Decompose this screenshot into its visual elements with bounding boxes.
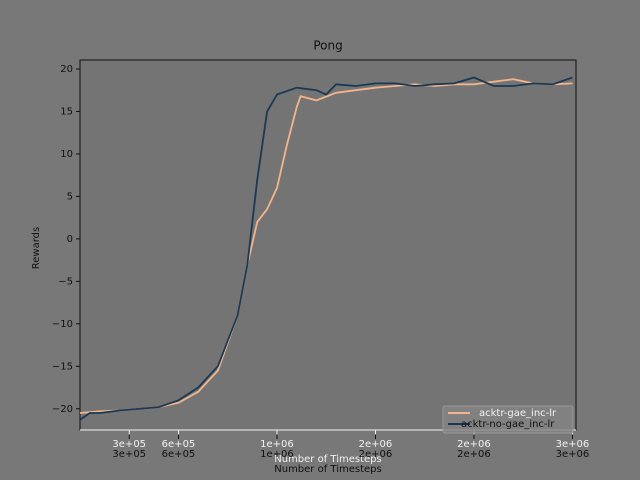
x-tick-label: 3e+05 [112,439,146,450]
legend-label: acktr-gae_inc-lr [479,408,557,419]
x-tick-label: 3e+05 [112,449,146,460]
x-tick-label: 6e+05 [162,449,196,460]
legend-box [442,405,574,434]
y-tick-label: −15 [52,361,73,372]
x-tick-label: 1e+06 [260,449,294,460]
x-tick-label: 2e+06 [457,439,491,450]
y-tick-label: 0 [67,234,73,245]
y-tick-label: 5 [67,191,73,202]
x-tick-label: 2e+06 [457,449,491,460]
x-tick-label: 2e+06 [359,449,393,460]
y-tick-label: −20 [52,404,73,415]
y-tick-label: −10 [52,319,73,330]
y-tick-label: 20 [60,64,73,75]
x-tick-label: 1e+06 [260,439,294,450]
y-tick-label: 10 [60,149,73,160]
series-line [79,78,573,414]
y-tick-label: 15 [60,106,73,117]
plot-area [79,59,577,431]
x-tick-label: 3e+06 [556,449,590,460]
x-tick-label: 6e+05 [162,439,196,450]
y-tick-label: −5 [58,276,73,287]
series-line [79,76,573,421]
y-axis-label: Rewards [31,227,42,269]
x-axis-label: Number of Timesteps [274,454,381,465]
chart-title: Pong [313,39,342,53]
legend-label: acktr-no-gae_inc-lr [461,419,555,430]
x-axis-label: Number of Timesteps [274,464,381,475]
x-tick-label: 2e+06 [359,439,393,450]
x-tick-label: 3e+06 [556,439,590,450]
